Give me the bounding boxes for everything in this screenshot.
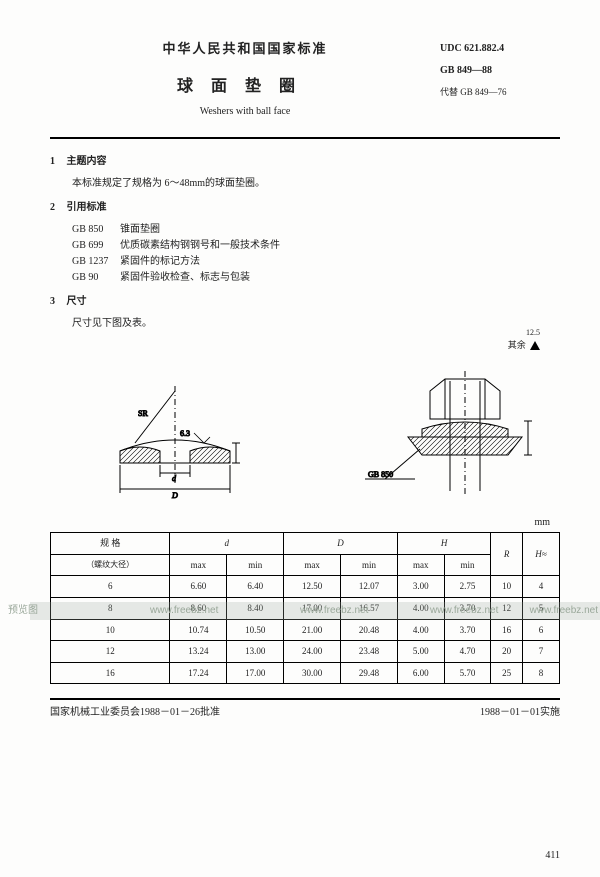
th-thread: （螺纹大径） [51,554,170,576]
unit-label: mm [50,516,550,530]
table-head-row2: （螺纹大径） max min max min max min [51,554,560,576]
rest-label: 其余 [508,340,526,350]
watermark-url-4: www.freebz.net [530,604,598,618]
section1-heading: 1 主题内容 [50,155,560,169]
reference-list: GB 850锥面垫圈 GB 699优质碳素结构钢钢号和一般技术条件 GB 123… [50,223,560,285]
table-row: 10 10.7410.50 21.0020.48 4.003.70 166 [51,619,560,641]
ref-3: GB 90紧固件验收检查、标志与包装 [72,271,560,285]
table-row: 6 6.606.40 12.5012.07 3.002.75 104 [51,576,560,598]
ref-0: GB 850锥面垫圈 [72,223,560,237]
section2-title: 引用标准 [67,202,107,213]
header-divider [50,137,560,139]
footer-effective: 1988－01－01实施 [480,706,560,720]
national-standard-label: 中华人民共和国国家标准 [50,40,440,58]
header: 中华人民共和国国家标准 球面垫圈 Weshers with ball face … [50,40,560,129]
ref-1: GB 699优质碳素结构钢钢号和一般技术条件 [72,239,560,253]
section3-num: 3 [50,295,64,309]
dim-63-label: 6.3 [180,429,190,438]
section3-body: 尺寸见下图及表。 [72,317,560,331]
section2-heading: 2 引用标准 [50,201,560,215]
footer: 国家机械工业委员会1988－01－26批准 1988－01－01实施 [50,698,560,720]
triangle-icon [530,341,540,350]
ref-2: GB 1237紧固件的标记方法 [72,255,560,269]
section3-title: 尺寸 [67,296,87,307]
th-spec: 规 格 [51,533,170,555]
table-head-row1: 规 格 d D H R H≈ [51,533,560,555]
th-D: D [284,533,398,555]
gb850-label: GB 850 [368,470,393,479]
table-row: 16 17.2417.00 30.0029.48 6.005.70 258 [51,662,560,684]
footer-approved: 国家机械工业委员会1988－01－26批准 [50,706,220,720]
dim-sr-label: SR [138,409,148,418]
section1-title: 主题内容 [67,156,107,167]
th-R: R [491,533,523,576]
udc-code: UDC 621.882.4 [440,42,560,56]
header-center: 中华人民共和国国家标准 球面垫圈 Weshers with ball face [50,40,440,129]
watermark-preview-left: 预览图 [8,604,38,618]
standard-number: GB 849—88 [440,64,560,78]
section2-num: 2 [50,201,64,215]
th-Happrox: H≈ [522,533,559,576]
diagram-assembly: GB 850 [360,371,560,506]
title-chinese: 球面垫圈 [50,76,440,98]
watermark-url-2: www.freebz.net [300,604,368,618]
dim-D-label: D [171,491,178,500]
surface-finish: 其余 12.5 [50,339,560,352]
section1-body: 本标准规定了规格为 6～48mm的球面垫圈。 [72,177,560,191]
rest-value: 12.5 [526,327,540,338]
technical-diagram: SR 6.3 d [80,371,560,506]
watermark-url-1: www.freebz.net [150,604,218,618]
th-d: d [170,533,284,555]
diagram-section: SR 6.3 d [80,381,270,506]
table-row: 12 13.2413.00 24.0023.48 5.004.70 207 [51,641,560,663]
title-english: Weshers with ball face [50,105,440,119]
standard-page: 中华人民共和国国家标准 球面垫圈 Weshers with ball face … [0,0,600,877]
replaces-label: 代替 GB 849—76 [440,86,560,99]
header-meta: UDC 621.882.4 GB 849—88 代替 GB 849—76 [440,40,560,107]
page-number: 411 [545,849,560,863]
watermark-url-3: www.freebz.net [430,604,498,618]
dim-d-label: d [172,474,177,483]
th-H: H [397,533,490,555]
section3-heading: 3 尺寸 [50,295,560,309]
section1-num: 1 [50,155,64,169]
